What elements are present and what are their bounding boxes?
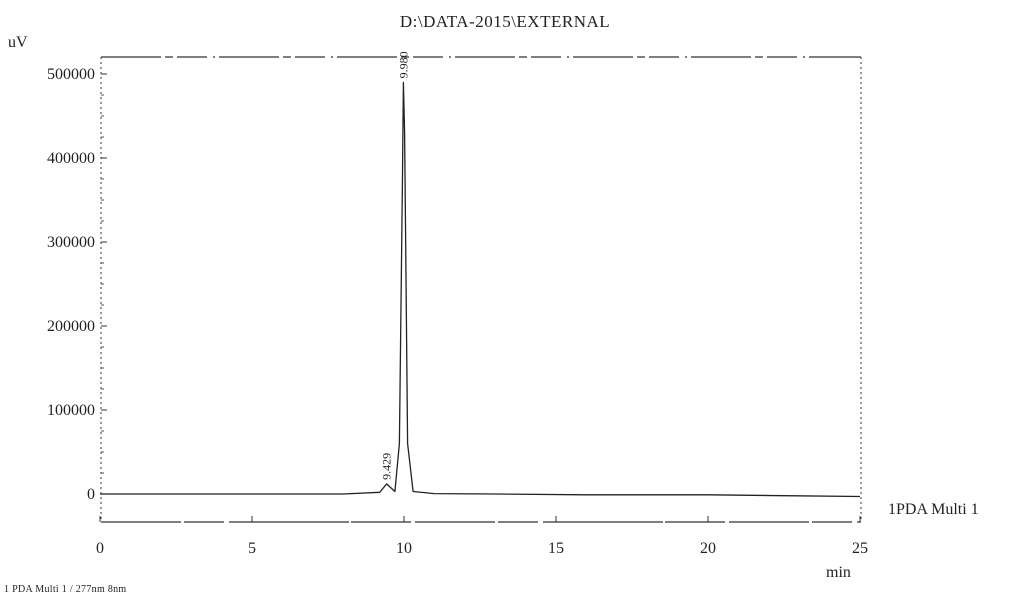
y-tick-label: 100000 xyxy=(47,402,95,419)
chart-title: D:\DATA-2015\EXTERNAL xyxy=(399,12,611,31)
y-tick-label: 300000 xyxy=(47,234,95,251)
y-axis-ticks: 0 100000 200000 300000 400000 500000 xyxy=(47,66,107,503)
x-tick-label: 25 xyxy=(852,540,868,557)
series-trace xyxy=(100,81,861,498)
peak-label: 9.980 xyxy=(396,51,410,78)
y-tick-label: 200000 xyxy=(47,318,95,335)
footnote: 1 PDA Multi 1 / 277nm 8nm xyxy=(4,584,127,595)
peak-label: 9.429 xyxy=(380,453,394,480)
x-tick-label: 0 xyxy=(96,540,104,557)
peak-label-layer: 9.980 9.429 xyxy=(380,51,411,480)
x-axis-label: min xyxy=(826,564,851,581)
trace-layer xyxy=(100,81,861,498)
x-tick-label: 15 xyxy=(548,540,564,557)
y-tick-label: 500000 xyxy=(47,66,95,83)
channel-label: 1PDA Multi 1 xyxy=(888,501,979,518)
y-tick-label: 0 xyxy=(87,486,95,503)
y-tick-label: 400000 xyxy=(47,150,95,167)
x-tick-label: 20 xyxy=(700,540,716,557)
x-tick-label: 10 xyxy=(396,540,412,557)
y-axis-label: uV xyxy=(8,34,28,51)
x-axis-ticks: 0 5 10 15 20 25 xyxy=(96,516,868,557)
x-tick-label: 5 xyxy=(248,540,256,557)
plot-frame xyxy=(100,56,862,523)
